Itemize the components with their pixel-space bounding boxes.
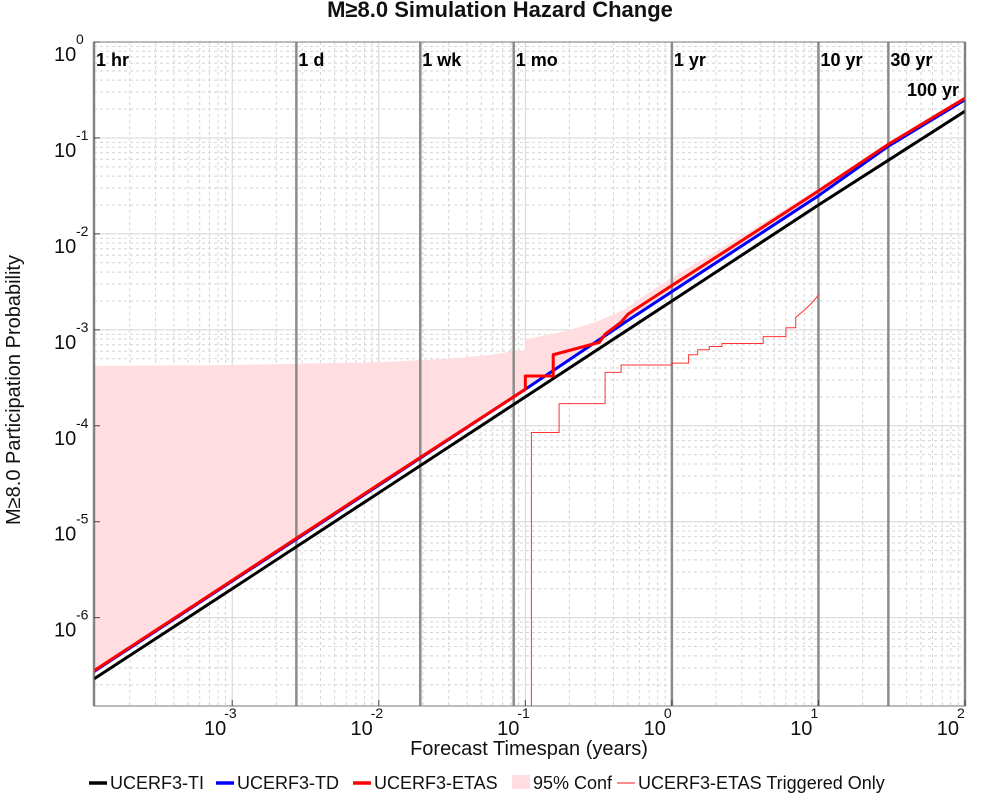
y-tick-label: 10 [54, 140, 76, 162]
x-tick-label: 10 [497, 718, 519, 740]
y-tick-label: 10 [54, 44, 76, 66]
y-tick-exponent: -2 [76, 223, 89, 239]
time-marker-label: 1 yr [674, 50, 706, 70]
legend-swatch [512, 775, 530, 789]
y-tick-label: 10 [54, 236, 76, 258]
time-marker-label: 1 mo [516, 50, 558, 70]
time-marker-label: 100 yr [907, 80, 959, 100]
time-marker-label: 1 hr [96, 50, 129, 70]
plot-frame [93, 41, 966, 707]
series-line-ucerf3-etas-triggered-only [530, 294, 819, 706]
x-tick-exponent: 0 [664, 705, 672, 721]
y-tick-label: 10 [54, 428, 76, 450]
y-tick-exponent: -4 [76, 415, 89, 431]
y-tick-exponent: -3 [76, 319, 89, 335]
y-tick-exponent: -1 [76, 127, 89, 143]
x-tick-exponent: -2 [371, 705, 384, 721]
y-tick-label: 10 [54, 332, 76, 354]
y-tick-label: 10 [54, 524, 76, 546]
time-marker-label: 30 yr [890, 50, 932, 70]
y-tick-label: 10 [54, 620, 76, 642]
x-tick-exponent: 1 [810, 705, 818, 721]
y-tick-exponent: -6 [76, 607, 89, 623]
legend-label: UCERF3-ETAS Triggered Only [638, 773, 885, 793]
y-axis-label: M≥8.0 Participation Probability [3, 255, 25, 525]
legend: UCERF3-TI UCERF3-TD UCERF3-ETAS 95% Conf UCE… [89, 773, 885, 793]
legend-label: 95% Conf [533, 773, 613, 793]
legend-label: UCERF3-TI [110, 773, 204, 793]
x-tick-exponent: -3 [224, 705, 237, 721]
legend-label: UCERF3-ETAS [374, 773, 498, 793]
x-tick-label: 10 [204, 718, 226, 740]
x-tick-label: 10 [937, 718, 959, 740]
legend-label: UCERF3-TD [237, 773, 339, 793]
series-line-ucerf3-etas [94, 96, 965, 672]
chart-title: M≥8.0 Simulation Hazard Change [327, 0, 673, 22]
series-line-ucerf3-ti [94, 109, 965, 681]
time-marker-label: 1 d [298, 50, 324, 70]
x-tick-label: 10 [644, 718, 666, 740]
series-group [94, 96, 965, 706]
y-tick-exponent: -5 [76, 511, 89, 527]
time-marker-label: 1 wk [422, 50, 462, 70]
x-tick-label: 10 [790, 718, 812, 740]
x-tick-label: 10 [351, 718, 373, 740]
x-tick-exponent: 2 [957, 705, 965, 721]
time-marker-label: 10 yr [820, 50, 862, 70]
plot-area: 1 hr 1 d 1 wk 1 mo 1 yr 10 yr 30 yr 100 yr [92, 41, 967, 707]
x-axis-label: Forecast Timespan (years) [410, 738, 648, 760]
x-tick-exponent: -1 [517, 705, 530, 721]
y-tick-exponent: 0 [76, 31, 84, 47]
